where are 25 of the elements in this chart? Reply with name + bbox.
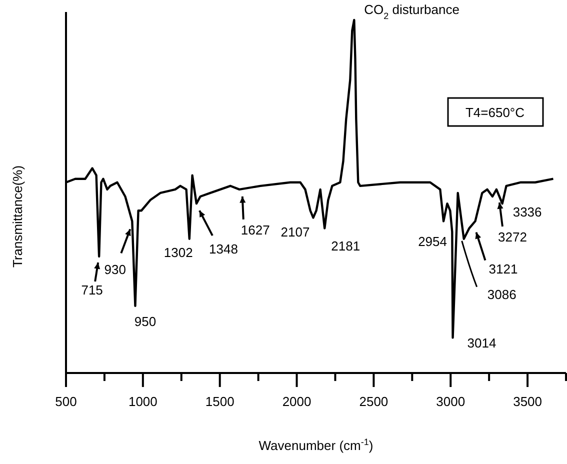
annotation: 3014 (467, 336, 496, 351)
y-axis-title: Transmittance(%) (10, 165, 25, 268)
x-tick-label: 1500 (205, 394, 234, 410)
x-axis-title: Wavenumber (cm$^{-1}$) (258, 437, 374, 453)
annotation: 2954 (418, 234, 447, 250)
annotation: 1302 (164, 244, 193, 260)
annotation: 3272 (498, 230, 527, 244)
annotation: 950 (134, 314, 156, 329)
annotation: 2181 (331, 238, 360, 254)
annotation: T4=650°C (465, 105, 525, 120)
x-tick-label: 3500 (513, 394, 542, 410)
annotation: 3121 (488, 261, 518, 276)
annotation: 2107 (280, 224, 310, 240)
annotation: CO$_{2}$ disturbance (364, 2, 460, 21)
annotation: 3086 (487, 286, 516, 302)
x-tick-label: 3000 (436, 394, 466, 410)
x-tick-label: 2500 (359, 394, 388, 410)
annotation: 1348 (209, 242, 238, 257)
x-tick-label: 500 (55, 394, 77, 410)
annotation: 3336 (512, 204, 542, 220)
annotation: 715 (81, 282, 103, 298)
annotation: 1627 (240, 222, 270, 238)
x-tick-label: 2000 (282, 394, 312, 410)
x-tick-label: 1000 (128, 394, 158, 410)
annotation: 930 (104, 262, 126, 278)
